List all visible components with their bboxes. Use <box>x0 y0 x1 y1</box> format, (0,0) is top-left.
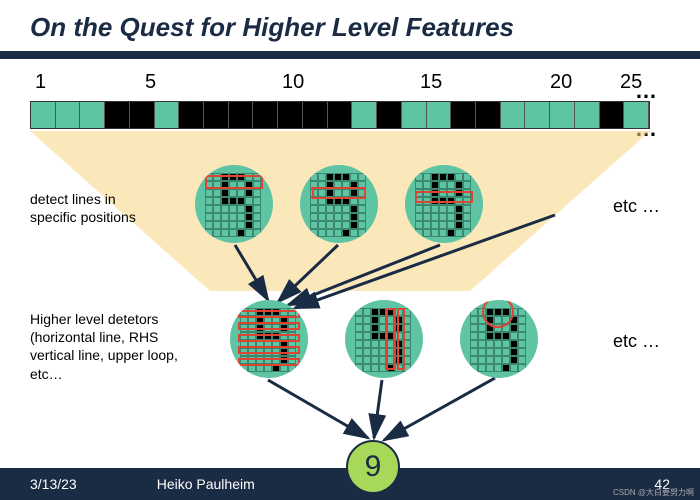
tape-ellipsis: … <box>635 116 657 142</box>
result-node: 9 <box>346 440 400 494</box>
detector-row1 <box>405 165 483 243</box>
tape-cell <box>179 102 204 128</box>
tape-cell <box>575 102 600 128</box>
tape-cell <box>278 102 303 128</box>
content-area: 1510152025 … … <box>0 59 700 459</box>
pixel-grid <box>310 173 366 237</box>
tape-tick-label: 5 <box>145 71 156 94</box>
detector-row2 <box>345 300 423 378</box>
tape-cell <box>525 102 550 128</box>
tape-cell <box>451 102 476 128</box>
tape-cell <box>204 102 229 128</box>
tape-cell <box>550 102 575 128</box>
tape-cell <box>303 102 328 128</box>
tape-axis-labels: 1510152025 <box>30 71 650 97</box>
pixel-grid <box>205 173 261 237</box>
tape-cell <box>600 102 625 128</box>
tape-tick-label: 1 <box>35 71 46 94</box>
feature-tape: … … <box>30 101 650 129</box>
tape-cell <box>155 102 180 128</box>
caption-row2: Higher level detetors (horizontal line, … <box>30 310 190 383</box>
tape-cell <box>130 102 155 128</box>
tape-cell <box>56 102 81 128</box>
result-digit: 9 <box>365 450 382 484</box>
watermark: CSDN @大白要努力啊 <box>613 487 694 498</box>
detector-row2 <box>460 300 538 378</box>
pixel-grid <box>415 173 471 237</box>
slide-title: On the Quest for Higher Level Features <box>0 0 700 51</box>
tape-cell <box>105 102 130 128</box>
caption-row1: detect lines in specific positions <box>30 190 160 226</box>
detector-row2 <box>230 300 308 378</box>
footer-date: 3/13/23 <box>30 476 77 492</box>
tape-cell <box>377 102 402 128</box>
tape-cell <box>229 102 254 128</box>
slide-root: On the Quest for Higher Level Features 1… <box>0 0 700 500</box>
detector-row1 <box>195 165 273 243</box>
tape-cell <box>352 102 377 128</box>
title-bar <box>0 51 700 59</box>
pixel-grid <box>240 308 296 372</box>
tape-cell <box>427 102 452 128</box>
tape-cell <box>476 102 501 128</box>
etc-row1: etc … <box>613 195 660 218</box>
footer-author: Heiko Paulheim <box>157 476 255 492</box>
tape-tick-label: 10 <box>282 71 304 94</box>
tape-cell <box>31 102 56 128</box>
pixel-grid <box>355 308 411 372</box>
tape-cell <box>402 102 427 128</box>
tape-cell <box>80 102 105 128</box>
etc-row2: etc … <box>613 330 660 353</box>
detector-row1 <box>300 165 378 243</box>
tape-tick-label: 20 <box>550 71 572 94</box>
tape-cell <box>328 102 353 128</box>
tape-ellipsis-top: … <box>635 78 657 104</box>
tape-cell <box>501 102 526 128</box>
pixel-grid <box>470 308 526 372</box>
tape-tick-label: 15 <box>420 71 442 94</box>
tape-cell <box>253 102 278 128</box>
